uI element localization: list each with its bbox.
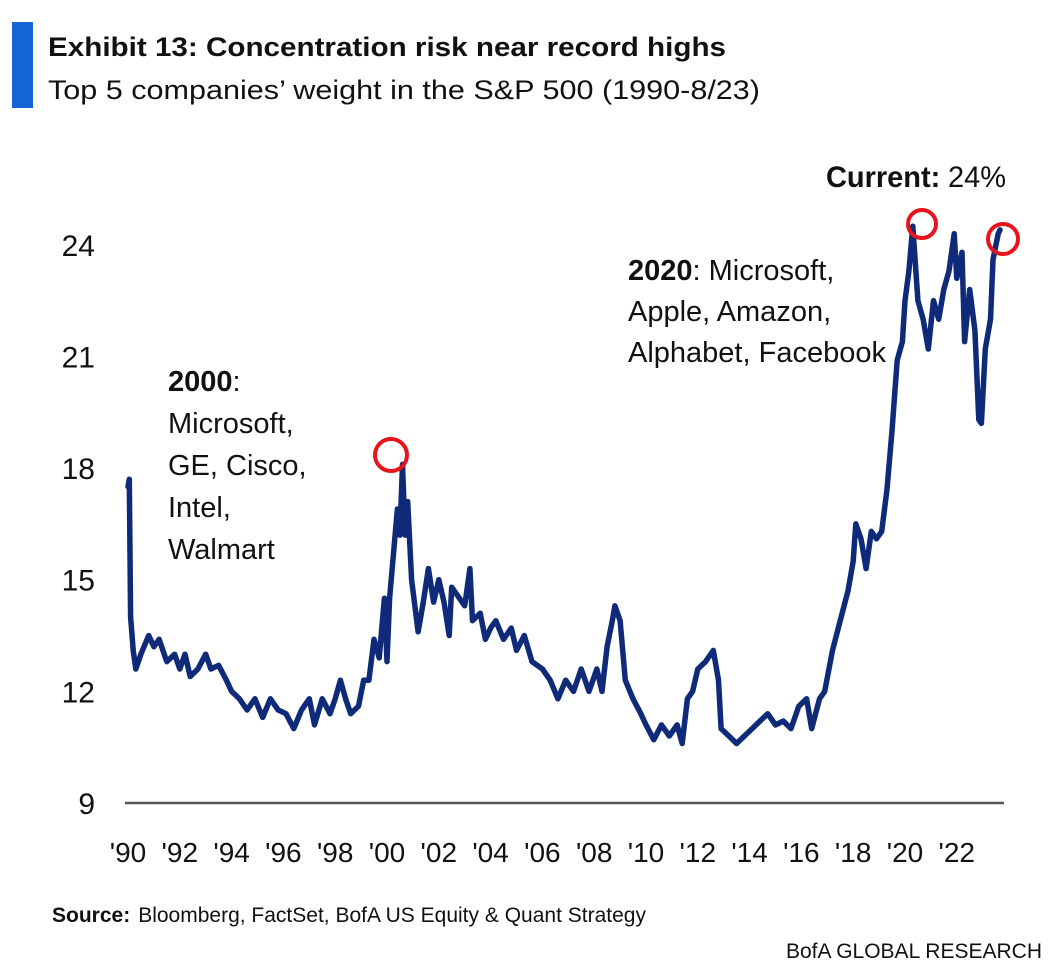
annotation-line: Microsoft, <box>168 408 294 440</box>
x-tick-label: '90 <box>110 837 147 868</box>
source-label: Source: <box>52 904 130 927</box>
annotation-text: 24% <box>948 161 1006 194</box>
x-tick-label: '22 <box>939 837 976 868</box>
annotation-bold: 2020 <box>628 255 693 287</box>
accent-bar <box>12 22 33 108</box>
data-line <box>125 223 1003 747</box>
x-tick-label: '02 <box>421 837 458 868</box>
annotation-bold: Current: <box>826 161 940 194</box>
chart-subtitle: Top 5 companies’ weight in the S&P 500 (… <box>48 75 760 105</box>
annotation-line: Alphabet, Facebook <box>628 337 886 369</box>
y-tick-label: 15 <box>62 565 95 598</box>
annotation-heading: 2000: <box>168 366 241 398</box>
x-tick-label: '20 <box>887 837 924 868</box>
source-text: Bloomberg, FactSet, BofA US Equity & Qua… <box>138 904 646 927</box>
x-tick-label: '06 <box>524 837 561 868</box>
annotation-text: : Microsoft, <box>693 255 835 287</box>
annotation-heading: 2020: Microsoft, <box>628 255 834 287</box>
x-tick-label: '96 <box>265 837 302 868</box>
highlight-circle <box>906 208 938 240</box>
x-tick-label: '08 <box>576 837 613 868</box>
chart-title: Exhibit 13: Concentration risk near reco… <box>48 32 726 62</box>
x-tick-label: '98 <box>317 837 354 868</box>
plot <box>125 223 1003 747</box>
x-tick-label: '12 <box>680 837 717 868</box>
source-note: Source: Bloomberg, FactSet, BofA US Equit… <box>52 904 646 927</box>
x-tick-label: '04 <box>472 837 509 868</box>
y-tick-label: 18 <box>62 453 95 486</box>
annotation-line: Walmart <box>168 534 275 566</box>
annotation-line: Apple, Amazon, <box>628 296 831 328</box>
highlight-circle <box>986 222 1020 256</box>
x-tick-label: '00 <box>369 837 406 868</box>
annotation-text: : <box>233 366 241 398</box>
highlight-circle <box>373 437 409 473</box>
annotation-line: GE, Cisco, <box>168 450 307 482</box>
annotation-2020: 2020: Microsoft, Apple, Amazon, Alphabet, … <box>628 255 886 369</box>
y-tick-label: 12 <box>62 676 95 709</box>
y-tick-label: 9 <box>78 788 95 821</box>
y-tick-label: 21 <box>62 341 95 374</box>
y-tick-label: 24 <box>62 230 95 263</box>
x-tick-label: '14 <box>731 837 768 868</box>
x-tick-label: '16 <box>783 837 820 868</box>
x-tick-label: '92 <box>162 837 199 868</box>
annotation-current: Current: 24% <box>826 161 1006 194</box>
annotation-bold: 2000 <box>168 366 233 398</box>
x-tick-label: '94 <box>213 837 250 868</box>
annotation-2000: 2000: Microsoft, GE, Cisco, Intel, Walmart <box>168 366 307 566</box>
x-tick-label: '10 <box>628 837 665 868</box>
annotation-line: Intel, <box>168 492 231 524</box>
x-tick-label: '18 <box>835 837 872 868</box>
footer: BofA GLOBAL RESEARCH <box>786 940 1042 963</box>
